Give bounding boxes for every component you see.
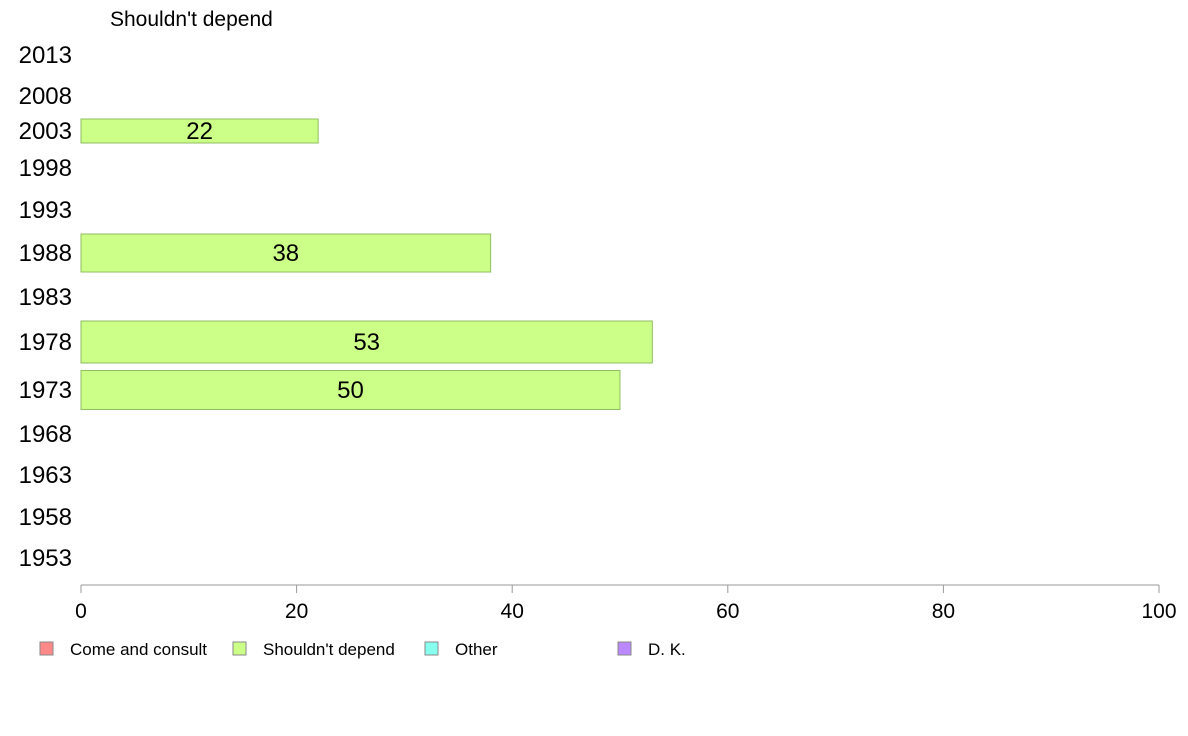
chart-title: Shouldn't depend bbox=[110, 8, 273, 31]
y-tick-label: 2013 bbox=[19, 42, 72, 69]
bar bbox=[80, 370, 621, 410]
legend-swatch bbox=[617, 641, 632, 656]
y-tick-label: 1968 bbox=[19, 421, 72, 448]
bar bbox=[80, 320, 653, 364]
y-tick-label: 1953 bbox=[19, 545, 72, 572]
bar-value-label: 53 bbox=[353, 329, 380, 356]
x-tick-label: 100 bbox=[1141, 600, 1176, 623]
bar bbox=[80, 233, 492, 273]
bar-value-label: 22 bbox=[186, 118, 213, 145]
legend-swatch bbox=[424, 641, 439, 656]
bar-value-label: 50 bbox=[337, 377, 364, 404]
y-tick-label: 1973 bbox=[19, 377, 72, 404]
bar-value-label: 38 bbox=[272, 240, 299, 267]
y-tick-label: 1958 bbox=[19, 504, 72, 531]
y-tick-label: 1978 bbox=[19, 329, 72, 356]
x-tick-label: 80 bbox=[932, 600, 955, 623]
x-tick-label: 60 bbox=[716, 600, 739, 623]
y-tick-label: 1998 bbox=[19, 155, 72, 182]
x-tick-label: 40 bbox=[501, 600, 524, 623]
x-tick-label: 20 bbox=[285, 600, 308, 623]
legend-label: Other bbox=[455, 640, 498, 659]
y-tick-label: 1963 bbox=[19, 462, 72, 489]
y-tick-label: 1983 bbox=[19, 284, 72, 311]
y-tick-label: 2008 bbox=[19, 83, 72, 110]
x-tick-label: 0 bbox=[75, 600, 87, 623]
legend-label: D. K. bbox=[648, 640, 686, 659]
bar bbox=[80, 118, 319, 144]
legend-label: Come and consult bbox=[70, 640, 207, 659]
legend-swatch bbox=[232, 641, 247, 656]
legend-label: Shouldn't depend bbox=[263, 640, 395, 659]
legend-swatch bbox=[39, 641, 54, 656]
y-tick-label: 2003 bbox=[19, 118, 72, 145]
y-tick-label: 1988 bbox=[19, 240, 72, 267]
y-tick-label: 1993 bbox=[19, 197, 72, 224]
